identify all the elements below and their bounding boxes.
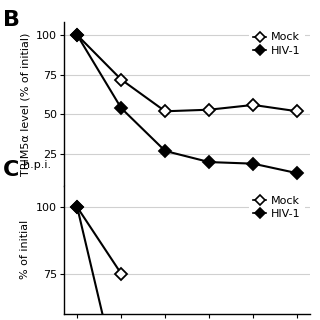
Text: B: B — [3, 10, 20, 30]
Legend: Mock, HIV-1: Mock, HIV-1 — [249, 28, 305, 60]
Text: C: C — [3, 160, 20, 180]
Y-axis label: TRIM5α level (% of initial): TRIM5α level (% of initial) — [20, 32, 30, 176]
Text: h.p.i.: h.p.i. — [23, 160, 51, 170]
Y-axis label: % of initial: % of initial — [20, 220, 30, 279]
Legend: Mock, HIV-1: Mock, HIV-1 — [249, 191, 305, 224]
